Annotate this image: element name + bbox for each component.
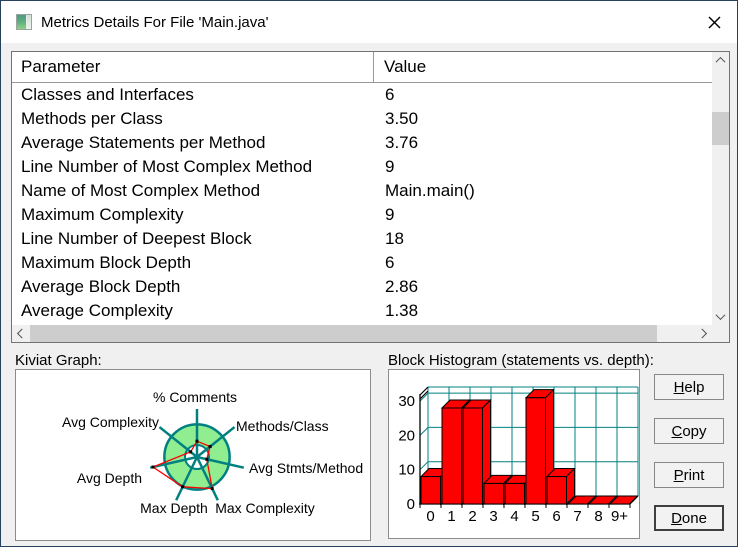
svg-text:5: 5	[531, 508, 539, 525]
block-histogram-panel: 0 10 20 30 0 1 2 3 4 5 6 7 8 9+	[388, 369, 640, 539]
svg-text:0: 0	[407, 496, 415, 513]
table-row[interactable]: Name of Most Complex Method Main.main()	[12, 179, 712, 203]
table-row[interactable]: Line Number of Deepest Block 18	[12, 227, 712, 251]
cell-parameter: Classes and Interfaces	[21, 85, 194, 104]
close-icon	[708, 16, 720, 28]
chevron-down-icon	[715, 310, 726, 321]
table-row[interactable]: Average Statements per Method 3.76	[12, 131, 712, 155]
column-header-parameter[interactable]: Parameter	[12, 52, 374, 82]
cell-parameter: Average Complexity	[21, 301, 173, 320]
app-icon	[16, 14, 32, 30]
chevron-left-icon	[16, 328, 27, 339]
table-row[interactable]: Classes and Interfaces 6	[12, 83, 712, 107]
horizontal-scroll-thumb[interactable]	[30, 325, 657, 342]
table-body: Classes and Interfaces 6 Methods per Class…	[12, 83, 712, 325]
vertical-scroll-thumb[interactable]	[712, 112, 729, 145]
cell-value: 9	[385, 205, 395, 224]
cell-parameter: Line Number of Most Complex Method	[21, 157, 313, 176]
scroll-up-button[interactable]	[712, 52, 729, 69]
cell-parameter: Maximum Block Depth	[21, 253, 192, 272]
table-row[interactable]: Maximum Block Depth 6	[12, 251, 712, 275]
scrollbar-corner	[712, 325, 729, 342]
table-header: Parameter Value	[12, 52, 712, 83]
cell-parameter: Average Statements per Method	[21, 133, 266, 152]
scroll-left-button[interactable]	[12, 325, 29, 342]
cell-value: 2.86	[385, 277, 419, 296]
chevron-up-icon	[715, 56, 726, 67]
cell-value: 3.50	[385, 109, 419, 128]
histogram-section-label: Block Histogram (statements vs. depth):	[388, 352, 654, 369]
chevron-right-icon	[697, 328, 708, 339]
column-header-value[interactable]: Value	[384, 57, 427, 76]
svg-text:Max Complexity: Max Complexity	[215, 500, 315, 516]
kiviat-section-label: Kiviat Graph:	[15, 352, 102, 369]
cell-value: 1.38	[385, 301, 419, 320]
title-bar[interactable]: Metrics Details For File 'Main.java'	[1, 1, 737, 43]
table-row[interactable]: Maximum Complexity 9	[12, 203, 712, 227]
svg-text:2: 2	[468, 508, 476, 525]
vertical-scrollbar[interactable]	[712, 52, 729, 325]
horizontal-scrollbar[interactable]	[12, 325, 712, 342]
cell-value: 6	[385, 253, 395, 272]
cell-value: 6	[385, 85, 395, 104]
kiviat-chart: % Comments Methods/Class Avg Stmts/Method M…	[62, 389, 363, 516]
window-title: Metrics Details For File 'Main.java'	[41, 13, 269, 31]
svg-text:Max Depth: Max Depth	[140, 500, 208, 516]
scroll-right-button[interactable]	[695, 325, 712, 342]
cell-parameter: Line Number of Deepest Block	[21, 229, 252, 248]
svg-text:6: 6	[552, 508, 560, 525]
table-row[interactable]: Line Number of Most Complex Method 9	[12, 155, 712, 179]
svg-text:1: 1	[447, 508, 455, 525]
svg-text:Avg Stmts/Method: Avg Stmts/Method	[249, 460, 363, 476]
svg-text:Avg Complexity: Avg Complexity	[62, 414, 159, 430]
table-row[interactable]: Average Block Depth 2.86	[12, 275, 712, 299]
cell-parameter: Methods per Class	[21, 109, 163, 128]
svg-text:Methods/Class: Methods/Class	[236, 418, 329, 434]
svg-text:4: 4	[510, 508, 518, 525]
cell-value: 18	[385, 229, 404, 248]
svg-text:30: 30	[398, 393, 415, 410]
done-button[interactable]: Done	[654, 505, 724, 531]
svg-text:10: 10	[398, 462, 415, 479]
metrics-table: Parameter Value Classes and Interfaces 6 M…	[11, 51, 730, 343]
copy-button[interactable]: Copy	[654, 418, 724, 444]
svg-text:% Comments: % Comments	[153, 389, 237, 405]
svg-text:Avg Depth: Avg Depth	[77, 470, 142, 486]
cell-value: 9	[385, 157, 395, 176]
cell-parameter: Average Block Depth	[21, 277, 181, 296]
cell-parameter: Maximum Complexity	[21, 205, 184, 224]
svg-text:9+: 9+	[611, 508, 628, 525]
kiviat-graph-panel: % Comments Methods/Class Avg Stmts/Method M…	[15, 369, 371, 541]
cell-value: 3.76	[385, 133, 419, 152]
svg-text:0: 0	[426, 508, 434, 525]
cell-parameter: Name of Most Complex Method	[21, 181, 261, 200]
print-button[interactable]: Print	[654, 462, 724, 488]
close-button[interactable]	[691, 1, 737, 43]
svg-text:8: 8	[594, 508, 602, 525]
table-row[interactable]: Average Complexity 1.38	[12, 299, 712, 323]
svg-text:20: 20	[398, 427, 415, 444]
help-button[interactable]: Help	[654, 374, 724, 400]
svg-text:7: 7	[573, 508, 581, 525]
scroll-down-button[interactable]	[712, 308, 729, 325]
table-row[interactable]: Methods per Class 3.50	[12, 107, 712, 131]
svg-text:3: 3	[489, 508, 497, 525]
cell-value: Main.main()	[385, 181, 475, 200]
